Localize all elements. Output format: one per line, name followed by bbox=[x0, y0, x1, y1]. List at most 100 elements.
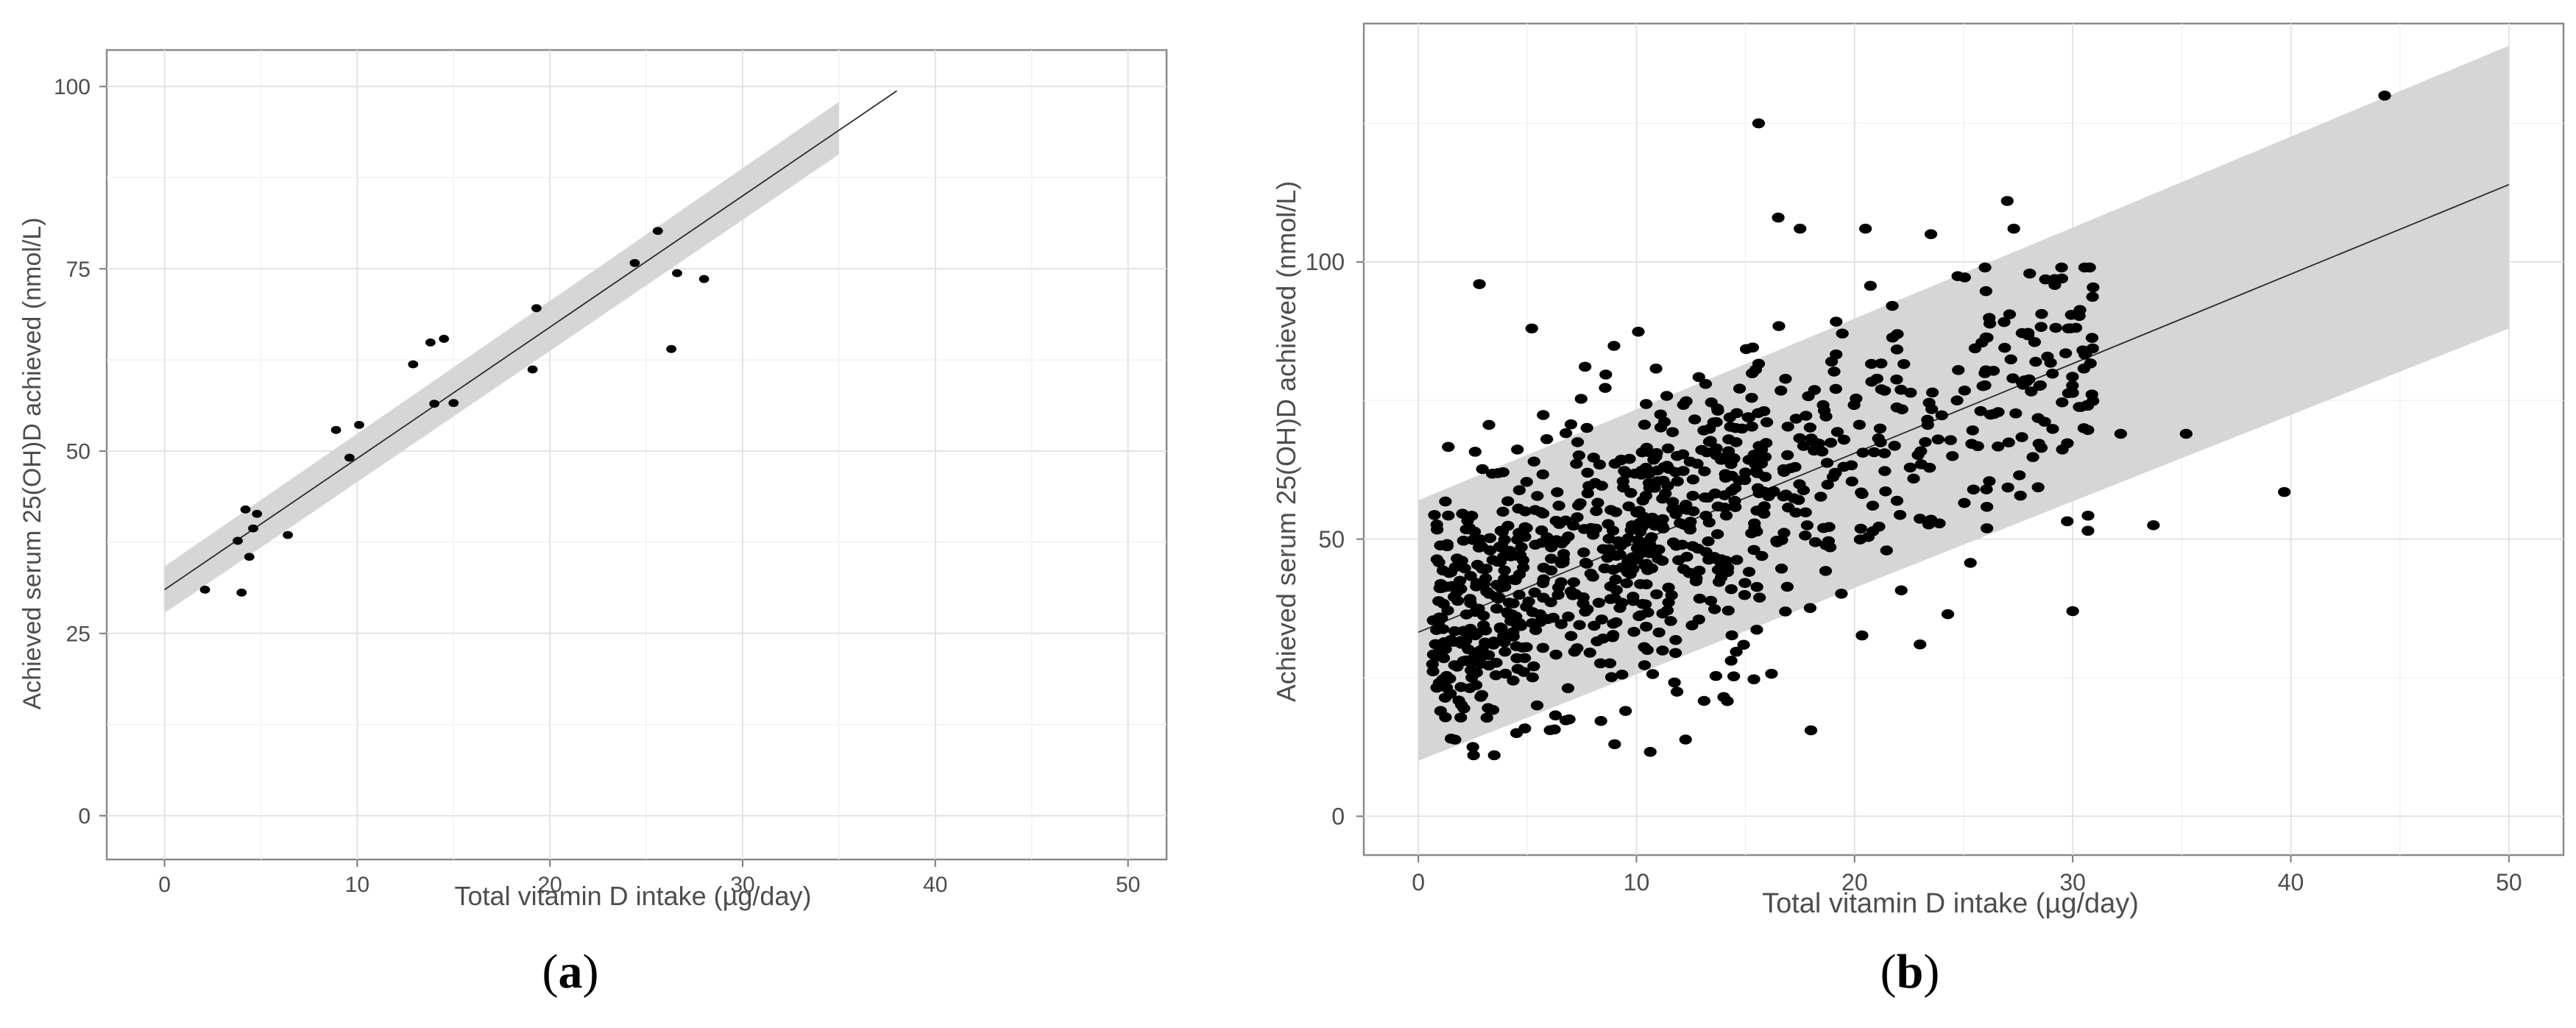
data-point bbox=[1587, 453, 1600, 463]
data-point bbox=[1592, 598, 1605, 608]
data-point bbox=[1804, 725, 1818, 736]
data-point bbox=[527, 365, 538, 374]
data-point bbox=[2014, 490, 2027, 501]
data-point bbox=[1666, 497, 1680, 507]
data-point bbox=[1639, 462, 1653, 473]
data-point bbox=[1624, 569, 1637, 579]
data-point bbox=[1879, 486, 1892, 497]
data-point bbox=[1722, 605, 1735, 616]
data-point bbox=[1981, 366, 1994, 376]
chart-a-panel-label: (a) bbox=[542, 945, 599, 999]
data-point bbox=[1649, 451, 1663, 462]
data-point bbox=[1638, 560, 1652, 571]
data-point bbox=[1797, 441, 1811, 451]
data-point bbox=[1572, 500, 1585, 511]
data-point bbox=[1581, 488, 1594, 499]
y-tick-label: 50 bbox=[1318, 526, 1345, 553]
data-point bbox=[1451, 662, 1464, 672]
y-tick-label: 0 bbox=[78, 804, 91, 829]
data-point bbox=[1662, 582, 1675, 593]
data-point bbox=[1976, 380, 1989, 391]
data-point bbox=[1766, 486, 1780, 497]
data-point bbox=[1606, 525, 1620, 536]
data-point bbox=[1529, 505, 1542, 515]
data-point bbox=[2085, 333, 2099, 343]
data-point bbox=[1465, 673, 1479, 683]
data-point bbox=[1890, 495, 1904, 506]
data-point bbox=[1525, 323, 1538, 334]
data-point bbox=[1710, 416, 1723, 428]
data-point bbox=[1426, 659, 1439, 670]
data-point bbox=[1724, 422, 1737, 432]
data-point bbox=[2056, 397, 2069, 408]
data-point bbox=[1745, 392, 1758, 403]
data-point bbox=[672, 269, 682, 277]
data-point bbox=[1594, 715, 1607, 726]
data-point bbox=[1923, 462, 1936, 473]
data-point bbox=[1627, 626, 1641, 637]
data-point bbox=[1853, 419, 1866, 430]
data-point bbox=[1482, 703, 1495, 713]
data-point bbox=[1498, 668, 1512, 679]
data-point bbox=[248, 524, 258, 533]
data-point bbox=[1545, 553, 1558, 564]
data-point bbox=[1664, 616, 1677, 626]
data-point bbox=[1935, 410, 1948, 421]
x-tick-label: 50 bbox=[1116, 873, 1140, 897]
data-point bbox=[1527, 661, 1540, 672]
data-point bbox=[1639, 490, 1653, 501]
data-point bbox=[1958, 497, 1971, 508]
data-point bbox=[1561, 683, 1575, 694]
data-point bbox=[1572, 450, 1585, 461]
data-point bbox=[1864, 358, 1878, 369]
data-point bbox=[1886, 333, 1900, 343]
chart-a-y-axis-label: Achieved serum 25(OH)D achieved (nmol/L) bbox=[18, 218, 46, 710]
data-point bbox=[1434, 706, 1447, 716]
data-point bbox=[425, 338, 436, 347]
data-point bbox=[1765, 668, 1778, 679]
data-point bbox=[1483, 533, 1496, 543]
data-point bbox=[1847, 400, 1861, 411]
data-point bbox=[1855, 489, 1869, 500]
data-point bbox=[1780, 581, 1794, 592]
data-point bbox=[1958, 272, 1971, 283]
data-point bbox=[1620, 578, 1633, 589]
data-point bbox=[1698, 492, 1711, 503]
data-point bbox=[1550, 535, 1563, 545]
data-point bbox=[1551, 487, 1564, 497]
data-point bbox=[1512, 485, 1526, 495]
regression-line bbox=[164, 90, 897, 591]
data-point bbox=[1507, 598, 1520, 609]
data-point bbox=[1888, 441, 1901, 451]
data-point bbox=[1895, 404, 1908, 415]
data-point bbox=[1443, 567, 1456, 578]
data-point bbox=[1510, 728, 1524, 739]
data-point bbox=[2059, 348, 2073, 358]
data-point bbox=[1456, 508, 1469, 519]
data-point bbox=[2179, 428, 2193, 439]
y-tick-label: 75 bbox=[66, 258, 91, 282]
data-point bbox=[1925, 404, 1939, 414]
data-point bbox=[1944, 435, 1957, 445]
data-point bbox=[1924, 229, 1938, 240]
data-point bbox=[1608, 739, 1621, 750]
data-point bbox=[199, 585, 210, 594]
data-point bbox=[1626, 552, 1639, 563]
data-point bbox=[1612, 536, 1625, 547]
data-point bbox=[1634, 610, 1647, 620]
data-point bbox=[1462, 522, 1476, 534]
data-point bbox=[1787, 493, 1800, 503]
data-point bbox=[1777, 464, 1791, 475]
data-point bbox=[1510, 653, 1524, 664]
data-point bbox=[1861, 532, 1875, 542]
data-point bbox=[2087, 282, 2100, 293]
data-point bbox=[1875, 358, 1888, 369]
data-point bbox=[233, 536, 243, 545]
data-point bbox=[1824, 542, 1837, 553]
data-point bbox=[1577, 598, 1590, 609]
data-point bbox=[531, 304, 542, 313]
data-point bbox=[1599, 369, 1613, 380]
data-point bbox=[1540, 434, 1554, 444]
data-point bbox=[2034, 322, 2048, 333]
chart-a-gridlines bbox=[107, 50, 1167, 859]
